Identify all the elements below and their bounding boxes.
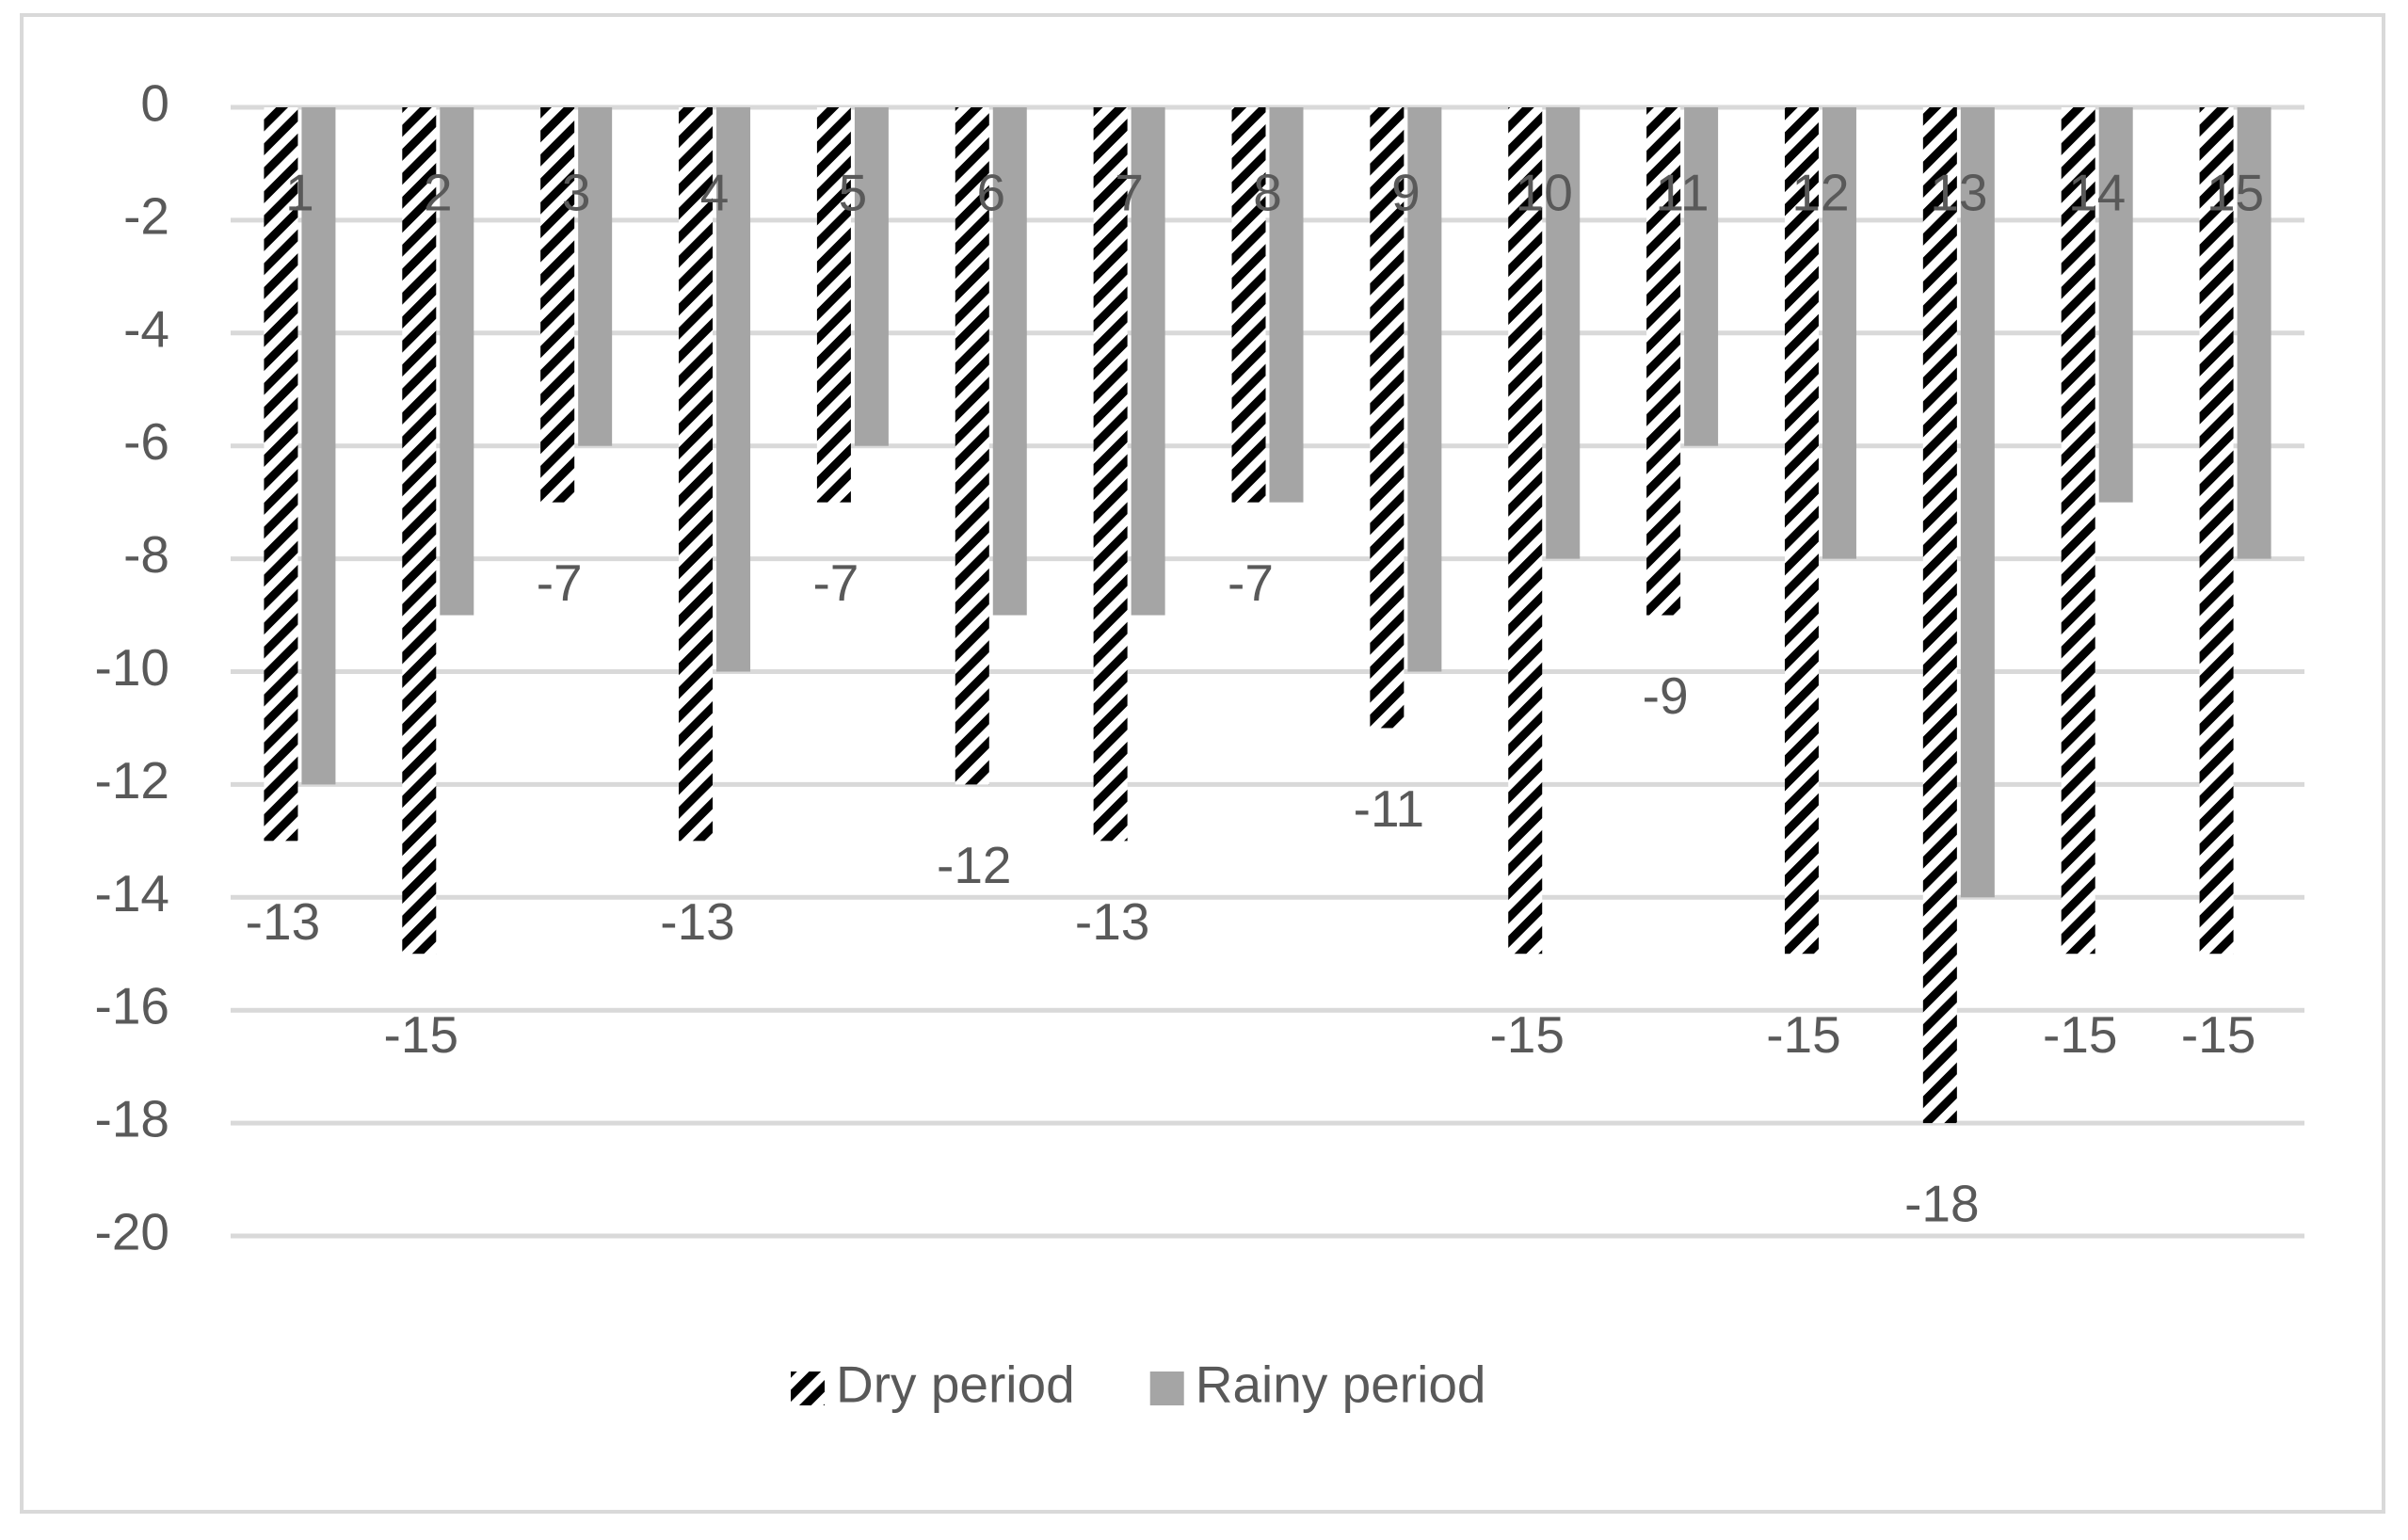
bar — [402, 107, 437, 954]
bar — [2199, 107, 2234, 954]
legend-label: Rainy period — [1196, 1356, 1486, 1414]
data-label: -7 — [812, 553, 859, 612]
bar — [2061, 107, 2095, 954]
bar — [1960, 107, 1995, 898]
data-label: -15 — [1489, 1005, 1565, 1064]
x-tick-label: 12 — [1791, 164, 1849, 222]
y-tick-label: -10 — [95, 638, 170, 697]
legend-swatch — [1149, 1372, 1184, 1405]
data-label: -13 — [660, 892, 735, 951]
data-label: -9 — [1643, 666, 1689, 725]
data-label: -15 — [384, 1005, 459, 1064]
x-tick-label: 6 — [976, 164, 1005, 222]
x-tick-label: 15 — [2207, 164, 2264, 222]
x-tick-label: 8 — [1253, 164, 1282, 222]
x-tick-label: 5 — [839, 164, 868, 222]
x-tick-label: 4 — [700, 164, 730, 222]
bar — [679, 107, 714, 842]
x-tick-label: 7 — [1115, 164, 1144, 222]
bar — [1784, 107, 1819, 954]
y-tick-label: -8 — [123, 525, 169, 584]
data-label: -7 — [1228, 553, 1274, 612]
bar — [440, 107, 474, 616]
data-label: -15 — [2043, 1005, 2118, 1064]
x-tick-label: 1 — [285, 164, 314, 222]
bar — [2237, 107, 2272, 559]
bar — [1684, 107, 1719, 446]
x-tick-label: 13 — [1930, 164, 1987, 222]
y-tick-label: -20 — [95, 1203, 170, 1261]
bar — [1508, 107, 1543, 954]
bar — [578, 107, 613, 446]
data-label: -12 — [937, 836, 1012, 894]
bar — [2098, 107, 2133, 503]
data-label: -11 — [1354, 779, 1424, 838]
bar — [1269, 107, 1304, 503]
bar — [1646, 107, 1681, 616]
bar — [816, 107, 851, 503]
bar — [1093, 107, 1128, 842]
y-tick-label: -12 — [95, 751, 170, 810]
bar — [955, 107, 989, 785]
data-label: -18 — [1904, 1175, 1980, 1233]
data-label: -15 — [1766, 1005, 1841, 1064]
bar — [301, 107, 336, 785]
bar — [1370, 107, 1405, 729]
data-label: -15 — [2181, 1005, 2256, 1064]
bar — [992, 107, 1027, 616]
x-tick-label: 3 — [562, 164, 591, 222]
y-tick-label: -16 — [95, 977, 170, 1035]
bar — [1131, 107, 1165, 616]
x-tick-label: 10 — [1516, 164, 1573, 222]
legend-label: Dry period — [836, 1356, 1075, 1414]
bar — [1546, 107, 1581, 559]
legend-swatch — [791, 1372, 825, 1405]
x-tick-label: 11 — [1656, 164, 1710, 222]
bar — [1407, 107, 1442, 672]
bar — [1922, 107, 1957, 1124]
x-tick-label: 14 — [2068, 164, 2126, 222]
y-tick-label: -4 — [123, 299, 169, 358]
data-label: -13 — [1075, 892, 1150, 951]
bar — [1231, 107, 1266, 503]
y-tick-label: -14 — [95, 864, 170, 922]
x-tick-label: 2 — [424, 164, 453, 222]
y-tick-label: 0 — [140, 74, 169, 133]
bar — [854, 107, 889, 446]
data-label: -13 — [246, 892, 321, 951]
bar — [264, 107, 298, 842]
data-label: -7 — [537, 553, 583, 612]
bar — [1822, 107, 1856, 559]
chart-border — [20, 13, 2385, 1514]
y-tick-label: -6 — [123, 412, 169, 471]
bar — [716, 107, 751, 672]
bar — [540, 107, 575, 503]
y-tick-label: -18 — [95, 1090, 170, 1148]
x-tick-label: 9 — [1391, 164, 1421, 222]
y-tick-label: -2 — [123, 186, 169, 245]
